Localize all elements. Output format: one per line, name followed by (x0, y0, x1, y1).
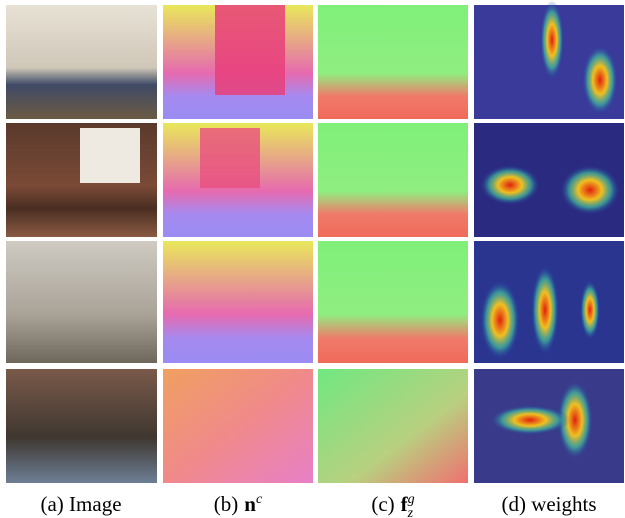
heat-blob (490, 405, 570, 435)
caption-sub: z (407, 506, 414, 518)
caption-symbol: f (401, 492, 409, 516)
heat-blob (582, 45, 618, 115)
photo (6, 241, 157, 363)
heat-blob (531, 265, 559, 355)
photo (6, 5, 157, 119)
feature-map (318, 369, 468, 483)
caption-sup: c (256, 492, 263, 507)
caption-sup: g (408, 492, 415, 507)
normal-map (163, 241, 313, 363)
caption-label: (b) (214, 492, 239, 516)
heat-blob (480, 165, 540, 205)
feature-map (318, 123, 468, 237)
caption: (a) Image (40, 492, 121, 516)
normal-map-region (215, 5, 285, 95)
heat-blob (480, 280, 520, 360)
normal-map-region (200, 128, 260, 188)
caption: (d) weights (501, 492, 596, 516)
feature-map (318, 241, 468, 363)
caption: (b) nc (214, 492, 263, 516)
caption-symbol: n (244, 492, 256, 516)
heat-blob (560, 165, 620, 215)
normal-map (163, 369, 313, 483)
heat-blob (540, 0, 564, 80)
feature-map (318, 5, 468, 119)
caption-label: (c) (371, 492, 394, 516)
heat-blob (557, 380, 593, 460)
photo (6, 369, 157, 483)
photo-window (80, 128, 140, 183)
heat-blob (580, 280, 600, 340)
caption: (c) fg z (371, 492, 414, 518)
